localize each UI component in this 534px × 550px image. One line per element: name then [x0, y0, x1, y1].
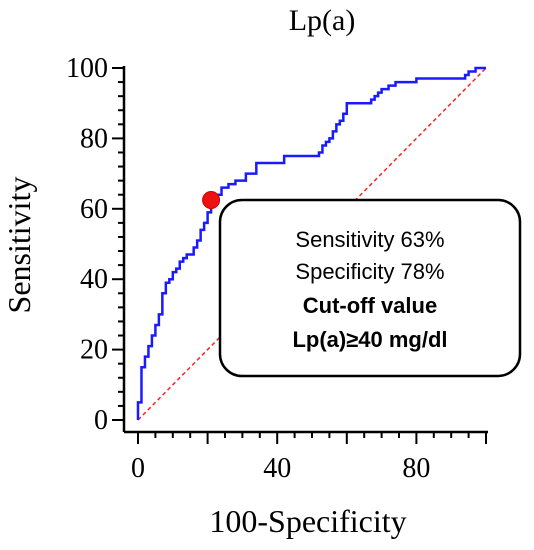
chart-title: Lp(a) [289, 4, 356, 37]
annotation-sensitivity: Sensitivity 63% [295, 227, 444, 252]
roc-curve-line [136, 66, 486, 420]
annotation-box: Sensitivity 63% Specificity 78% Cut-off … [218, 198, 522, 378]
plot-area: 0 20 40 60 80 100 0 40 80 [66, 53, 488, 484]
x-tick-label: 80 [402, 453, 430, 484]
y-tick-label: 100 [66, 53, 108, 84]
y-tick-label: 80 [80, 123, 108, 154]
cutoff-point-marker [202, 191, 221, 209]
x-tick-label: 0 [131, 453, 145, 484]
annotation-specificity: Specificity 78% [295, 259, 444, 284]
y-tick-label: 60 [80, 194, 108, 225]
annotation-cutoff-label: Cut-off value [303, 293, 437, 318]
y-tick-label: 0 [94, 405, 108, 436]
x-tick-label: 40 [263, 453, 291, 484]
y-tick-label: 40 [80, 264, 108, 295]
x-axis-label: 100-Specificity [209, 503, 406, 539]
annotation-cutoff-value: Lp(a)≥40 mg/dl [292, 327, 447, 352]
y-axis-label: Sensitivity [1, 177, 37, 314]
annotation-box-border [218, 198, 522, 378]
y-tick-label: 20 [80, 335, 108, 366]
